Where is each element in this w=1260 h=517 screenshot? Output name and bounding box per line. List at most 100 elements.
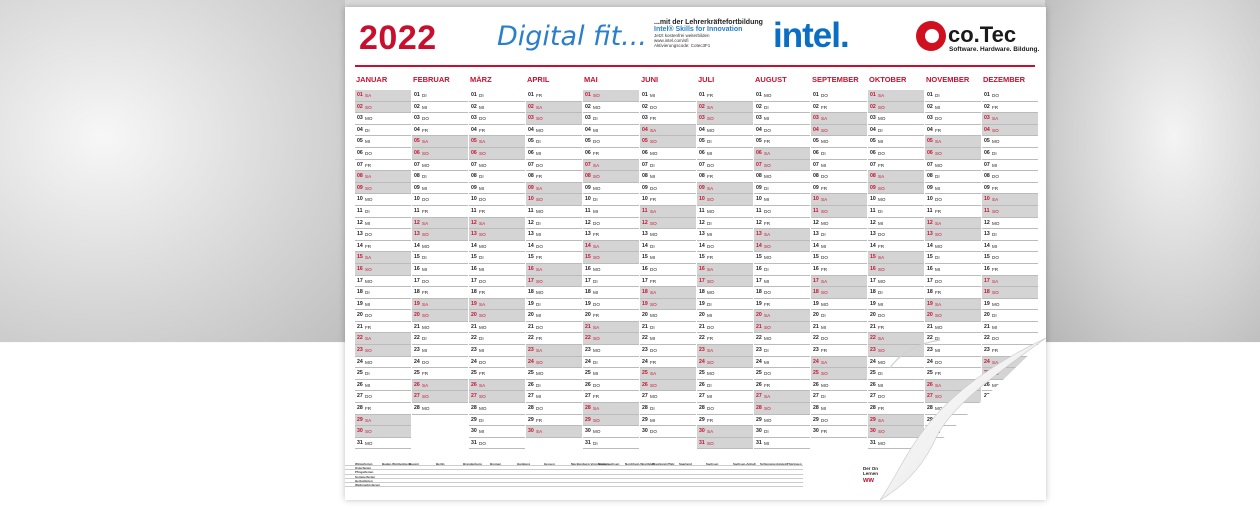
day-number: 24	[585, 358, 591, 365]
weekday-label: DO	[821, 417, 828, 423]
day-row: 01 MI	[640, 90, 696, 102]
day-row: 02 MO	[583, 102, 639, 114]
day-row: 31 MO	[355, 438, 411, 450]
day-number: 27	[528, 393, 534, 400]
day-number: 30	[927, 428, 933, 435]
day-number: 25	[642, 370, 648, 377]
intel-logo: intel.	[773, 16, 850, 55]
day-number: 26	[642, 381, 648, 388]
day-number: 11	[528, 207, 534, 214]
weekday-label: DO	[479, 278, 486, 284]
day-number: 19	[699, 300, 705, 307]
day-row: 11 FR	[412, 206, 468, 218]
day-number: 21	[870, 323, 876, 330]
day-number: 30	[471, 428, 477, 435]
day-row: 04 SA	[640, 124, 696, 137]
day-row: 10 MO	[868, 194, 924, 206]
weekday-label: FR	[992, 266, 999, 272]
day-row: 12 DI	[697, 218, 753, 230]
holiday-column-header: Hamburg	[517, 462, 531, 466]
day-number: 02	[414, 103, 420, 110]
day-number: 06	[414, 149, 420, 156]
day-number: 22	[813, 335, 819, 342]
weekday-label: DI	[821, 313, 826, 319]
day-number: 07	[870, 161, 876, 168]
day-number: 01	[585, 92, 591, 98]
day-number: 31	[984, 439, 990, 446]
day-row: 04 MO	[697, 125, 753, 137]
day-row: 23 SA	[526, 345, 582, 357]
day-number: 21	[585, 323, 591, 330]
weekday-label: FR	[935, 371, 942, 377]
weekday-label: DI	[593, 440, 598, 446]
day-row: 02 MI	[469, 102, 525, 114]
weekday-label: SA	[422, 301, 429, 307]
day-row: 27 MI	[526, 391, 582, 404]
weekday-label: DO	[479, 359, 486, 365]
month-name: JUNI	[641, 75, 659, 84]
day-row: 22 MI	[640, 333, 696, 346]
day-row: 01 DO	[982, 90, 1038, 102]
weekday-label: SO	[365, 185, 372, 191]
day-row: 07 MO	[412, 160, 468, 172]
weekday-label: DI	[593, 359, 598, 365]
weekday-label: SA	[878, 336, 885, 342]
day-row: 13 MO	[640, 229, 696, 241]
day-number: 03	[927, 115, 933, 122]
day-number: 01	[528, 92, 534, 98]
weekday-label: SA	[479, 220, 486, 226]
day-number: 29	[870, 416, 876, 423]
weekday-label: SO	[650, 301, 657, 307]
day-row: 21 MO	[925, 322, 981, 334]
day-row: 06 SO	[469, 147, 525, 160]
day-number: 18	[870, 289, 876, 296]
day-row: 06 MI	[697, 148, 753, 160]
day-row: 07 DI	[640, 160, 696, 172]
day-row: 14 MI	[811, 241, 867, 253]
day-row: 31 SA	[982, 437, 1038, 450]
weekday-label: MO	[821, 139, 829, 145]
weekday-label: MI	[764, 278, 770, 284]
day-row: 28 MO	[925, 403, 981, 415]
weekday-label: FR	[422, 127, 429, 133]
day-number: 11	[357, 207, 363, 214]
day-row: 15 DI	[412, 252, 468, 264]
weekday-label: SA	[935, 301, 942, 307]
day-number: 11	[699, 207, 705, 214]
day-number: 11	[984, 207, 990, 214]
day-number: 02	[357, 103, 363, 110]
day-number: 22	[756, 335, 762, 342]
day-row: 02 DO	[640, 102, 696, 114]
day-row: 28 MI	[982, 403, 1038, 415]
weekday-label: MO	[593, 104, 601, 110]
day-number: 19	[813, 300, 819, 307]
day-row: 03 MO	[355, 113, 411, 125]
holiday-table-row: Osterferien	[345, 466, 803, 471]
day-row: 23 MI	[925, 345, 981, 357]
weekday-label: MI	[536, 232, 542, 238]
weekday-label: MO	[536, 290, 544, 296]
day-number: 21	[357, 323, 363, 330]
weekday-label: DI	[935, 255, 940, 261]
weekday-label: MI	[422, 348, 428, 354]
day-row: 13 MI	[697, 229, 753, 241]
month-name: JANUAR	[356, 75, 388, 84]
day-number: 14	[984, 242, 990, 249]
weekday-label: SA	[650, 127, 657, 133]
day-row: 11 FR	[469, 206, 525, 218]
holiday-table-row: Sommerferien	[345, 475, 803, 479]
day-number: 09	[414, 184, 420, 191]
day-row: 06 SA	[754, 147, 810, 160]
holiday-column-header: Winterferien	[355, 462, 373, 466]
weekday-label: FR	[536, 93, 543, 98]
day-number: 09	[813, 184, 819, 191]
day-row: 23 FR	[811, 345, 867, 357]
day-row: 14 DO	[526, 241, 582, 253]
day-number: 09	[528, 184, 534, 191]
day-number: 02	[585, 103, 591, 110]
day-number: 14	[471, 242, 477, 249]
weekday-label: DI	[536, 220, 541, 226]
day-number: 02	[471, 103, 477, 110]
wall-calendar-poster: 2022 Digital fit... ...mit der Lehrerkrä…	[345, 7, 1046, 500]
slogan: Digital fit...	[497, 21, 647, 52]
